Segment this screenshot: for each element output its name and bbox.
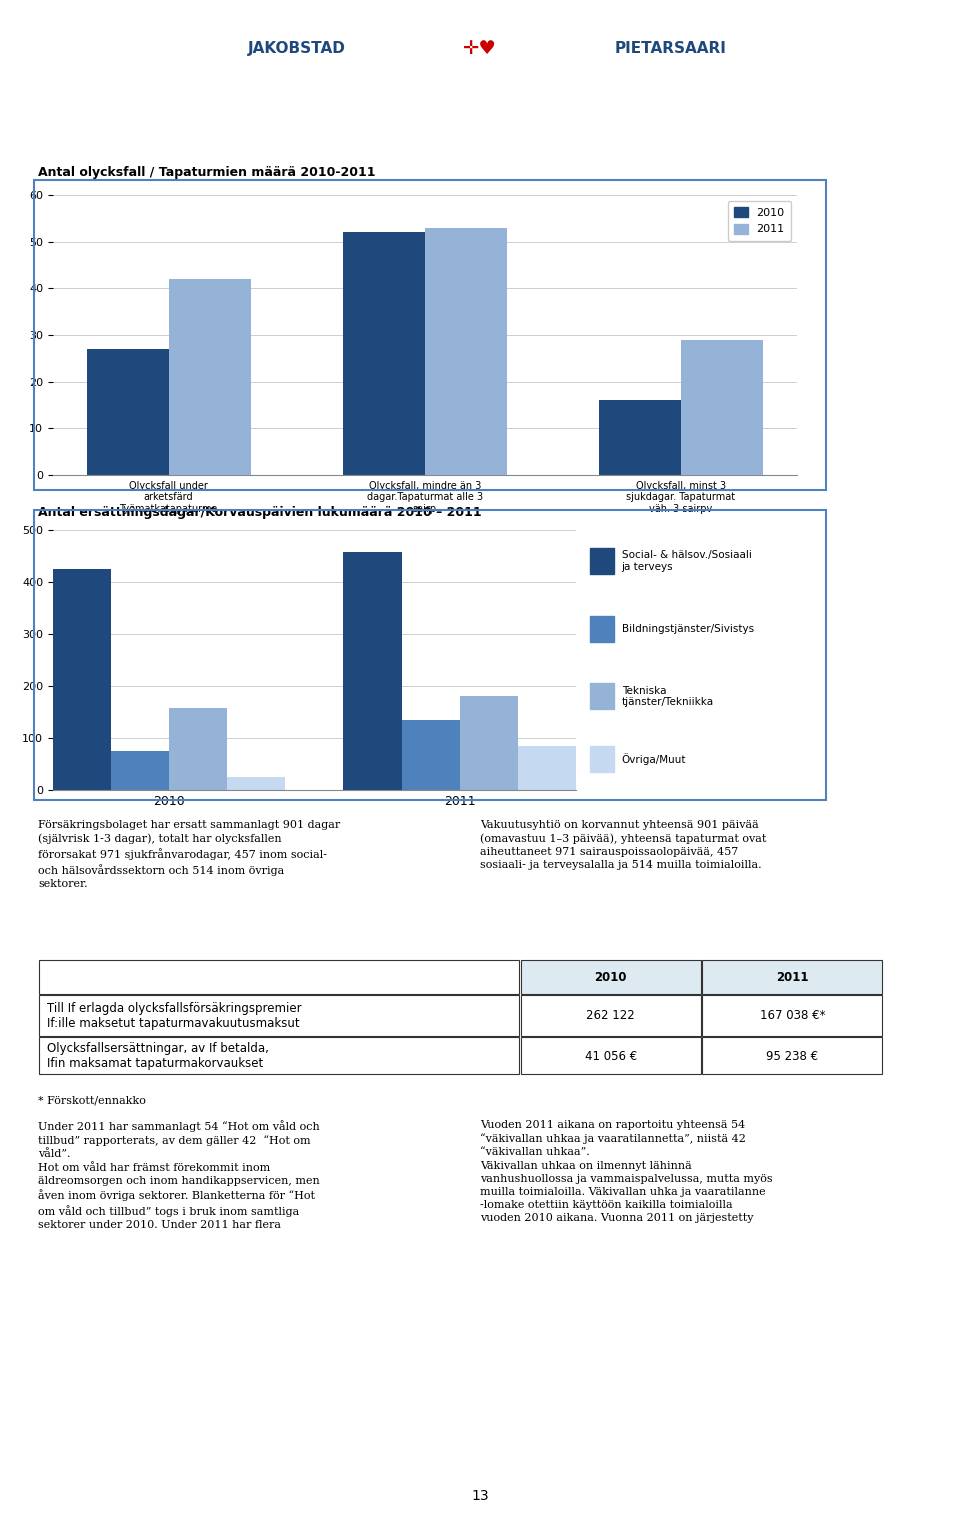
Bar [590, 615, 614, 641]
Text: 2011: 2011 [776, 971, 808, 983]
FancyBboxPatch shape [39, 1037, 519, 1075]
Text: 2010: 2010 [594, 971, 627, 983]
Text: 95 238 €: 95 238 € [766, 1049, 819, 1063]
Text: Till If erlagda olycksfallsförsäkringspremier
If:ille maksetut tapaturmavakuutus: Till If erlagda olycksfallsförsäkringspr… [47, 1002, 301, 1029]
Text: 13: 13 [471, 1489, 489, 1503]
Bar [53, 570, 111, 789]
Bar [599, 400, 681, 475]
Text: Bildningstjänster/Sivistys: Bildningstjänster/Sivistys [622, 625, 754, 634]
Text: Vakuutusyhtiö on korvannut yhteensä 901 päivää
(omavastuu 1–3 päivää), yhteensä : Vakuutusyhtiö on korvannut yhteensä 901 … [480, 820, 766, 870]
Bar [86, 350, 169, 475]
Bar [460, 696, 517, 789]
Text: 167 038 €*: 167 038 €* [759, 1009, 826, 1022]
Text: Vuoden 2011 aikana on raportoitu yhteensä 54
“väkivallan uhkaa ja vaaratilannett: Vuoden 2011 aikana on raportoitu yhteens… [480, 1119, 773, 1223]
Text: Antal ersättningsdagar/Korvauspäivien lukumäärä 2010 – 2011: Antal ersättningsdagar/Korvauspäivien lu… [38, 505, 482, 519]
Text: Tekniska
tjänster/Tekniikka: Tekniska tjänster/Tekniikka [622, 686, 713, 707]
Bar [111, 751, 169, 789]
Bar [401, 719, 460, 789]
FancyBboxPatch shape [520, 1037, 701, 1075]
Text: JAKOBSTAD: JAKOBSTAD [248, 41, 346, 56]
FancyBboxPatch shape [703, 960, 882, 994]
Bar [590, 745, 614, 771]
Text: 41 056 €: 41 056 € [585, 1049, 636, 1063]
Text: Under 2011 har sammanlagt 54 “Hot om våld och
tillbud” rapporterats, av dem gäll: Under 2011 har sammanlagt 54 “Hot om vål… [38, 1119, 320, 1231]
Text: Övriga/Muut: Övriga/Muut [622, 753, 686, 765]
Bar [228, 777, 285, 789]
Text: Försäkringsbolaget har ersatt sammanlagt 901 dagar
(självrisk 1-3 dagar), totalt: Försäkringsbolaget har ersatt sammanlagt… [38, 820, 341, 889]
Text: * Förskott/ennakko: * Förskott/ennakko [38, 1096, 146, 1106]
FancyBboxPatch shape [703, 1037, 882, 1075]
Bar [681, 339, 763, 475]
Text: Olycksfallsersättningar, av If betalda,
Ifin maksamat tapaturmakorvaukset: Olycksfallsersättningar, av If betalda, … [47, 1041, 269, 1070]
Text: 262 122: 262 122 [587, 1009, 636, 1022]
Bar [590, 548, 614, 574]
Bar [343, 232, 424, 475]
FancyBboxPatch shape [39, 960, 519, 994]
Text: Social- & hälsov./Sosiaali
ja terveys: Social- & hälsov./Sosiaali ja terveys [622, 550, 752, 573]
Text: ✛♥: ✛♥ [463, 40, 497, 58]
Bar [424, 228, 507, 475]
Bar [344, 553, 401, 789]
FancyBboxPatch shape [520, 994, 701, 1037]
Bar [169, 709, 228, 789]
Bar [169, 279, 251, 475]
FancyBboxPatch shape [520, 960, 701, 994]
Bar [590, 684, 614, 710]
Legend: 2010, 2011: 2010, 2011 [728, 200, 791, 241]
FancyBboxPatch shape [703, 994, 882, 1037]
Text: PIETARSAARI: PIETARSAARI [614, 41, 727, 56]
Bar [517, 745, 576, 789]
Text: Antal olycksfall / Tapaturmien määrä 2010-2011: Antal olycksfall / Tapaturmien määrä 201… [38, 166, 376, 179]
FancyBboxPatch shape [39, 994, 519, 1037]
